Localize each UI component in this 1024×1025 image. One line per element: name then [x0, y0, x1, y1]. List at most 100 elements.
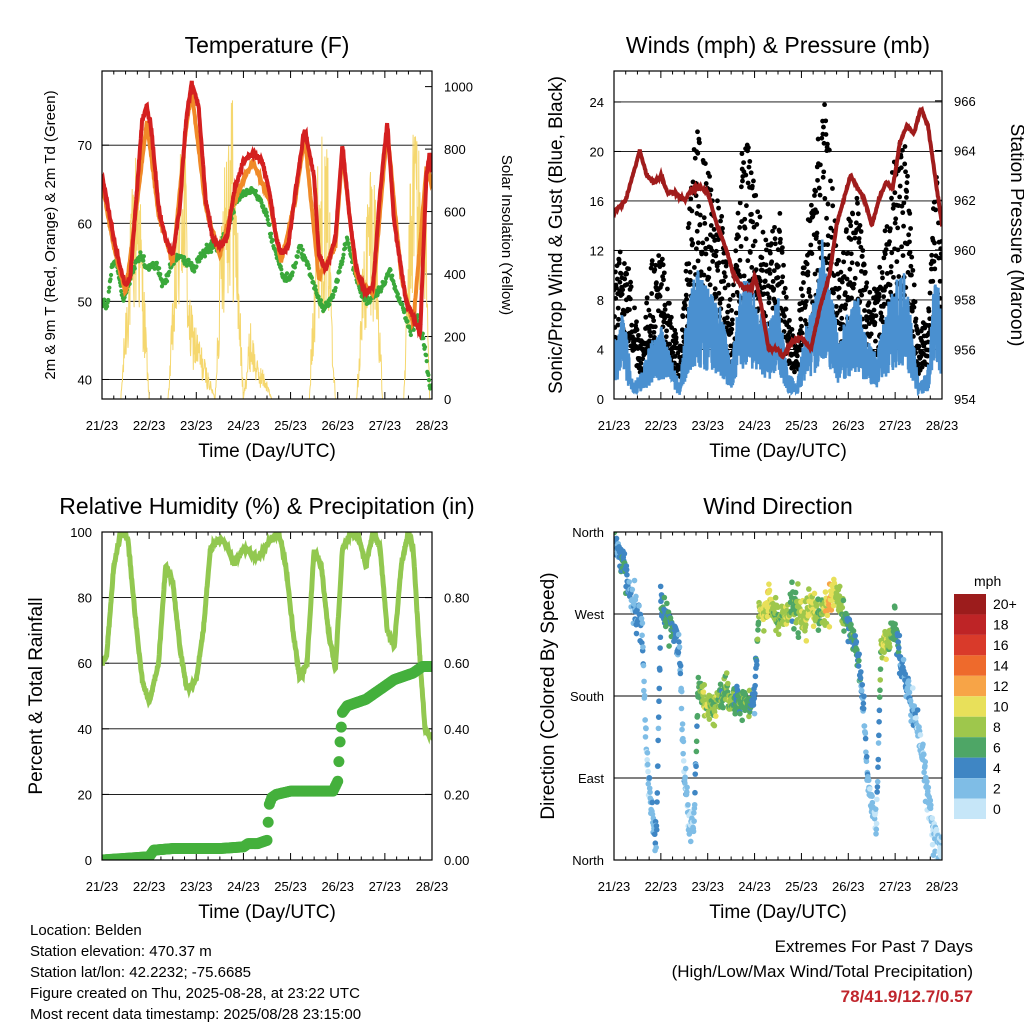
direction-point	[862, 735, 869, 742]
gust-point	[765, 291, 770, 297]
gust-point	[779, 279, 785, 285]
dewpoint-point	[108, 277, 113, 282]
gust-point	[876, 291, 882, 297]
direction-point	[614, 532, 618, 535]
dewpoint-point	[347, 248, 352, 253]
gust-point	[738, 274, 743, 279]
gust-point	[927, 290, 933, 296]
winds-y-tick-label-right: 962	[954, 193, 976, 208]
gust-point	[661, 277, 666, 283]
gust-point	[800, 293, 806, 299]
gust-point	[925, 353, 930, 359]
direction-point	[929, 841, 936, 848]
gust-point	[772, 241, 778, 247]
gust-point	[695, 240, 701, 246]
gust-point	[755, 209, 761, 215]
gust-point	[646, 307, 652, 313]
gust-point	[708, 187, 714, 193]
direction-point	[896, 632, 903, 639]
gust-point	[801, 280, 806, 285]
gust-point	[689, 237, 694, 242]
direction-point	[813, 603, 820, 609]
gust-point	[735, 210, 741, 216]
dewpoint-point	[157, 266, 162, 271]
direction-point	[895, 645, 902, 651]
gust-point	[848, 223, 854, 229]
gust-point	[753, 192, 759, 198]
temperature-x-tick-label: 27/23	[369, 418, 402, 433]
gust-point	[741, 273, 747, 279]
gust-point	[907, 239, 912, 245]
direction-point	[853, 639, 860, 645]
direction-point	[939, 854, 942, 860]
gust-point	[757, 214, 763, 220]
gust-point	[916, 343, 922, 349]
gust-point	[660, 262, 666, 268]
gust-point	[717, 300, 723, 306]
direction-point	[902, 671, 909, 677]
gust-point	[919, 364, 925, 370]
temperature-y-tick-label: 50	[78, 294, 92, 309]
dewpoint-point	[300, 247, 305, 252]
direction-panel: Wind Direction Time (Day/UTC) Direction (C…	[538, 493, 1017, 923]
gust-point	[855, 262, 861, 267]
gust-point	[863, 284, 869, 290]
direction-point	[900, 656, 907, 663]
winds-x-tick-label: 28/23	[926, 418, 959, 433]
dewpoint-point	[343, 246, 348, 251]
direction-point	[925, 784, 932, 791]
gust-point	[743, 172, 749, 178]
humidity-plot-border	[101, 531, 433, 861]
direction-y-tick-label: East	[578, 771, 604, 786]
gust-point	[799, 330, 805, 336]
direction-point	[693, 738, 700, 745]
gust-point	[929, 266, 934, 272]
colorbar-label: 8	[993, 719, 1001, 735]
direction-point	[874, 796, 880, 803]
precip-point	[425, 660, 432, 672]
direction-point	[766, 581, 772, 587]
direction-point	[693, 748, 700, 755]
gust-point	[828, 178, 833, 184]
direction-point	[874, 778, 881, 785]
direction-point	[682, 765, 689, 772]
dewpoint-point	[265, 217, 270, 222]
precip-point	[262, 816, 274, 828]
figure-created: Figure created on Thu, 2025-08-28, at 23…	[30, 985, 360, 1002]
gust-point	[851, 281, 857, 287]
direction-point	[840, 597, 847, 604]
direction-point	[828, 607, 835, 613]
precip-point	[333, 756, 345, 768]
gust-point	[807, 294, 813, 299]
dewpoint-point	[202, 254, 208, 259]
dewpoint-point	[340, 256, 346, 261]
gust-point	[715, 267, 721, 273]
gust-point	[729, 308, 734, 313]
dewpoint-point	[267, 222, 272, 228]
gust-point	[652, 335, 657, 340]
colorbar-label: 18	[993, 617, 1009, 633]
dewpoint-point	[390, 273, 395, 278]
humidity-x-tick-label: 26/23	[321, 879, 354, 894]
gust-point	[614, 285, 619, 291]
gust-point	[836, 285, 842, 291]
direction-point	[633, 630, 640, 637]
dewpoint-point	[316, 294, 321, 299]
gust-point	[727, 297, 733, 302]
humidity-y-tick-label-right: 0.60	[444, 656, 469, 671]
station-location: Location: Belden	[30, 922, 142, 939]
winds-y-tick-label-right: 964	[954, 144, 976, 159]
direction-point	[751, 710, 758, 717]
gust-point	[812, 193, 817, 198]
temperature-x-tick-label: 21/23	[86, 418, 119, 433]
gust-point	[702, 161, 708, 166]
gust-point	[855, 211, 861, 217]
dewpoint-point	[106, 289, 111, 294]
gust-point	[938, 251, 942, 257]
dewpoint-point	[340, 259, 345, 264]
direction-point	[651, 831, 658, 838]
direction-point	[872, 806, 879, 812]
direction-point	[631, 577, 638, 584]
temperature-x-tick-label: 23/23	[180, 418, 213, 433]
direction-point	[664, 600, 670, 607]
